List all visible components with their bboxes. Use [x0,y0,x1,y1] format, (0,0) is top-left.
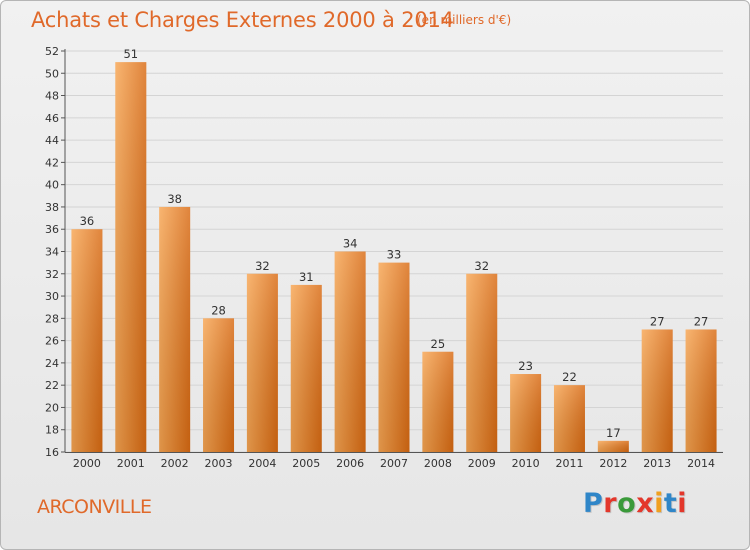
y-tick-label: 30 [45,290,59,303]
y-tick-label: 42 [45,156,59,169]
bar-shade [290,284,322,452]
proxiti-logo[interactable]: Proxiti [583,488,687,524]
y-tick-label: 48 [45,90,59,103]
chart-title: Achats et Charges Externes 2000 à 2014 [31,8,454,32]
x-tick-label: 2013 [643,457,671,470]
chart-unit: (en milliers d'€) [417,13,512,27]
logo-letter: i [654,488,664,519]
x-tick-label: 2009 [468,457,496,470]
logo-letter: r [603,488,618,519]
axes: 16 18 20 22 24 26 28 30 32 34 36 38 40 42 44 46 48 50 52 20… [45,45,723,470]
bar-shade [159,206,191,452]
value-label: 36 [80,214,95,228]
y-tick-label: 26 [45,335,59,348]
value-label: 34 [343,237,358,251]
y-tick-label: 20 [45,401,59,414]
y-tick-label: 16 [45,446,59,459]
y-tick-label: 36 [45,223,59,236]
x-tick-label: 2011 [555,457,583,470]
value-label: 33 [387,248,402,262]
y-tick-label: 32 [45,268,59,281]
bar-shade [246,273,278,452]
x-tick-label: 2000 [73,457,101,470]
x-tick-label: 2014 [687,457,715,470]
logo-letter: x [636,488,655,519]
y-tick-label: 40 [45,179,59,192]
y-tick-label: 50 [45,67,59,80]
bar-shade [422,351,454,452]
y-tick-label: 24 [45,357,59,370]
bar-shade [685,329,717,452]
y-tick-label: 28 [45,312,59,325]
x-tick-label: 2008 [424,457,452,470]
value-label: 38 [167,192,182,206]
value-label: 51 [123,47,138,61]
value-label: 23 [518,359,533,373]
y-tick-label: 44 [45,134,59,147]
bar-shade [597,440,629,452]
y-tick-label: 38 [45,201,59,214]
x-tick-label: 2006 [336,457,364,470]
bar-shade [466,273,498,452]
value-label: 27 [650,314,665,328]
logo-letter: o [617,488,637,519]
bar-shade [378,262,410,452]
y-tick-label: 46 [45,112,59,125]
y-tick-label: 22 [45,379,59,392]
y-tick-label: 18 [45,424,59,437]
bars: 36 51 38 28 32 31 34 33 25 32 23 22 17 27 27 [71,47,717,453]
value-label: 28 [211,303,226,317]
bar-shade [203,318,235,452]
bar-shade [71,229,103,452]
value-label: 32 [255,259,270,273]
y-tick-label: 52 [45,45,59,58]
bar-shade [510,374,542,452]
logo-letter: t [663,488,678,519]
value-label: 22 [562,370,577,384]
x-tick-label: 2007 [380,457,408,470]
bar-shade [553,385,585,452]
logo-letter: P [583,488,604,519]
value-label: 32 [474,259,489,273]
value-label: 25 [431,337,446,351]
x-tick-label: 2004 [248,457,276,470]
x-tick-label: 2005 [292,457,320,470]
value-label: 31 [299,270,314,284]
x-tick-label: 2003 [205,457,233,470]
x-tick-label: 2010 [512,457,540,470]
value-label: 27 [694,314,709,328]
bar-shade [641,329,673,452]
bar-shade [334,251,366,452]
y-tick-label: 34 [45,246,59,259]
value-label: 17 [606,426,621,440]
commune-name: ARCONVILLE [37,496,152,518]
bar-shade [115,62,147,453]
x-tick-label: 2012 [599,457,627,470]
logo-letter: i [677,488,688,519]
x-tick-label: 2001 [117,457,145,470]
x-tick-label: 2002 [161,457,189,470]
